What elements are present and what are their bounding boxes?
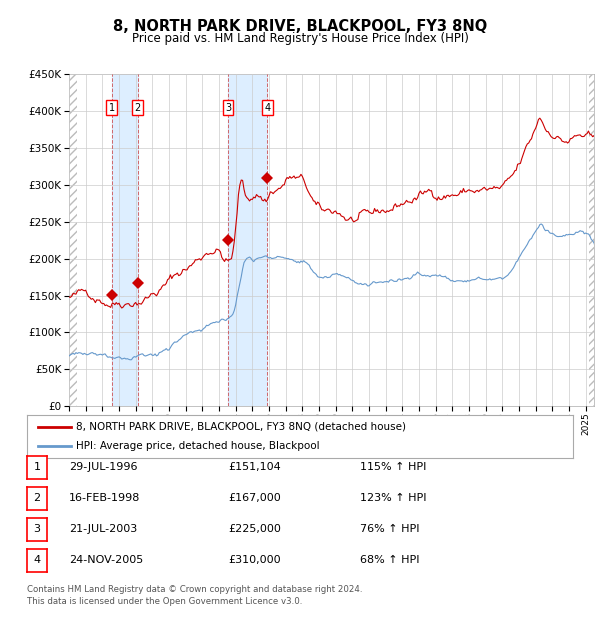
Text: 2: 2 <box>34 494 40 503</box>
Text: 3: 3 <box>34 525 40 534</box>
Text: £310,000: £310,000 <box>228 556 281 565</box>
Text: 115% ↑ HPI: 115% ↑ HPI <box>360 463 427 472</box>
Text: £225,000: £225,000 <box>228 525 281 534</box>
Text: 1: 1 <box>34 463 40 472</box>
Text: £167,000: £167,000 <box>228 494 281 503</box>
Text: 21-JUL-2003: 21-JUL-2003 <box>69 525 137 534</box>
Text: HPI: Average price, detached house, Blackpool: HPI: Average price, detached house, Blac… <box>76 441 320 451</box>
Text: 8, NORTH PARK DRIVE, BLACKPOOL, FY3 8NQ (detached house): 8, NORTH PARK DRIVE, BLACKPOOL, FY3 8NQ … <box>76 422 406 432</box>
Text: 123% ↑ HPI: 123% ↑ HPI <box>360 494 427 503</box>
Text: Price paid vs. HM Land Registry's House Price Index (HPI): Price paid vs. HM Land Registry's House … <box>131 32 469 45</box>
Text: 29-JUL-1996: 29-JUL-1996 <box>69 463 137 472</box>
Bar <box>112 74 137 406</box>
Text: £151,104: £151,104 <box>228 463 281 472</box>
Text: 68% ↑ HPI: 68% ↑ HPI <box>360 556 419 565</box>
Text: 76% ↑ HPI: 76% ↑ HPI <box>360 525 419 534</box>
Text: 1: 1 <box>109 102 115 113</box>
Text: 2: 2 <box>134 102 141 113</box>
Text: 8, NORTH PARK DRIVE, BLACKPOOL, FY3 8NQ: 8, NORTH PARK DRIVE, BLACKPOOL, FY3 8NQ <box>113 19 487 33</box>
Text: 4: 4 <box>34 556 40 565</box>
Text: 3: 3 <box>225 102 231 113</box>
Text: 16-FEB-1998: 16-FEB-1998 <box>69 494 140 503</box>
Text: Contains HM Land Registry data © Crown copyright and database right 2024.
This d: Contains HM Land Registry data © Crown c… <box>27 585 362 606</box>
Text: 4: 4 <box>264 102 271 113</box>
Text: 24-NOV-2005: 24-NOV-2005 <box>69 556 143 565</box>
Bar <box>228 74 268 406</box>
